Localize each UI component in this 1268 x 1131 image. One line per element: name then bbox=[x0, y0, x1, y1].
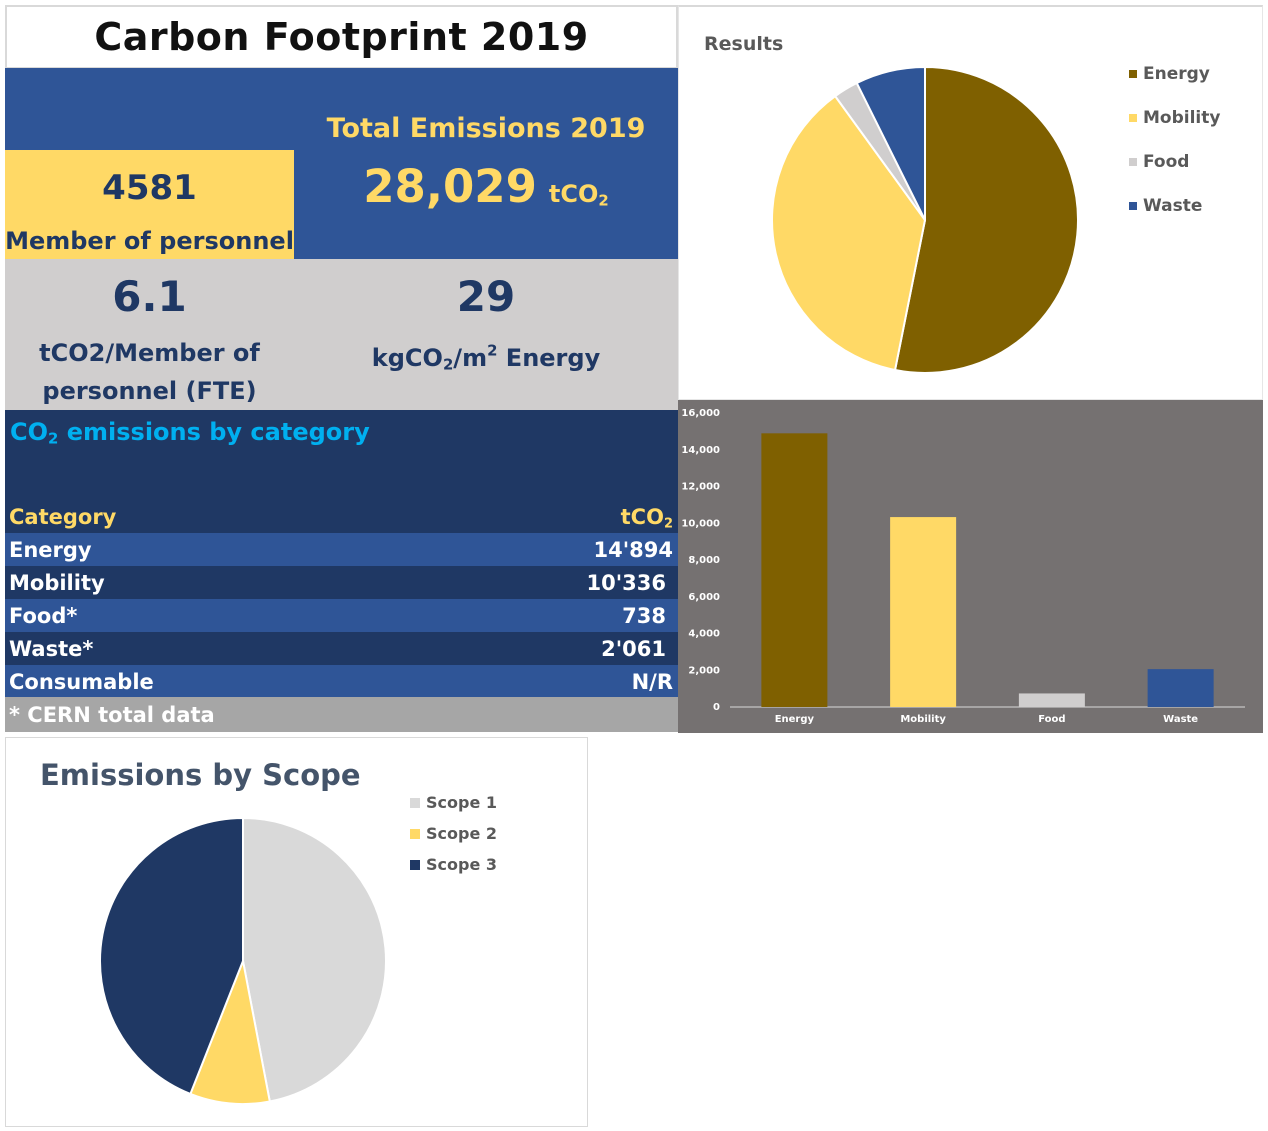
per-area-value: 29 bbox=[456, 272, 516, 321]
total-emissions-label: Total Emissions 2019 bbox=[326, 113, 646, 144]
legend-item-scope-2: Scope 2 bbox=[410, 818, 497, 849]
y-tick-label: 0 bbox=[713, 702, 720, 713]
bar-mobility bbox=[890, 517, 957, 707]
table-row: Consumable N/R bbox=[5, 665, 678, 698]
title-box: Carbon Footprint 2019 bbox=[5, 5, 678, 69]
personnel-value: 4581 bbox=[102, 168, 197, 208]
pie-slice-scope-2 bbox=[189, 957, 271, 1105]
legend-swatch bbox=[410, 797, 420, 808]
pie-slice-energy bbox=[893, 65, 1079, 374]
per-person-label: tCO2/Member of personnel (FTE) bbox=[39, 339, 260, 405]
pie-slice-scope-1 bbox=[242, 816, 387, 1103]
scope-chart-title: Emissions by Scope bbox=[40, 758, 361, 792]
x-tick-label: Energy bbox=[775, 714, 815, 725]
x-tick-label: Food bbox=[1038, 714, 1065, 725]
pie-slice-scope-3 bbox=[99, 816, 244, 1096]
y-tick-label: 12,000 bbox=[681, 482, 720, 493]
results-pie-chart bbox=[771, 65, 1079, 374]
table-header: Category tCO2 bbox=[5, 500, 678, 533]
legend-item-scope-1: Scope 1 bbox=[410, 787, 497, 818]
personnel-box bbox=[5, 150, 294, 259]
row-value: 2'061 bbox=[601, 636, 666, 661]
legend-swatch bbox=[1129, 202, 1137, 210]
row-category: Consumable bbox=[9, 669, 154, 694]
row-category: Food* bbox=[9, 603, 78, 628]
y-tick-label: 4,000 bbox=[688, 629, 720, 640]
table-row: Energy 14'894 bbox=[5, 533, 678, 566]
y-tick-label: 10,000 bbox=[681, 518, 720, 529]
legend-swatch bbox=[1129, 114, 1137, 122]
column-header-category: Category bbox=[9, 504, 117, 529]
legend-swatch bbox=[1129, 70, 1137, 78]
pie-slice-waste bbox=[855, 65, 926, 221]
legend-swatch bbox=[410, 828, 420, 839]
column-header-unit: tCO2 bbox=[620, 504, 673, 531]
bar-waste bbox=[1147, 669, 1214, 707]
x-tick-label: Waste bbox=[1163, 714, 1198, 725]
row-value: 10'336 bbox=[586, 570, 667, 595]
total-emissions-unit: tCO2 bbox=[548, 180, 609, 210]
total-emissions: 28,029 tCO2 bbox=[294, 160, 678, 213]
row-value: 14'894 bbox=[593, 537, 674, 562]
table-row: Food* 738 bbox=[5, 599, 678, 632]
legend-swatch bbox=[1129, 158, 1137, 166]
category-bar-chart: 0 2,000 4,000 6,000 8,000 10,000 12,000 14,000 1… bbox=[681, 408, 1245, 725]
legend-item-energy: Energy bbox=[1129, 52, 1220, 96]
scope-legend: Scope 1 Scope 2 Scope 3 bbox=[410, 787, 497, 880]
legend-item-waste: Waste bbox=[1129, 184, 1220, 228]
row-category: Waste* bbox=[9, 636, 94, 661]
per-person-value: 6.1 bbox=[112, 272, 187, 321]
y-tick-label: 14,000 bbox=[681, 445, 720, 456]
category-panel bbox=[5, 410, 678, 533]
y-tick-label: 2,000 bbox=[688, 665, 720, 676]
scope-pie-chart bbox=[99, 816, 387, 1105]
legend-item-food: Food bbox=[1129, 140, 1220, 184]
bar-energy bbox=[761, 433, 828, 707]
personnel-label: Member of personnel bbox=[5, 227, 294, 255]
pie-slice-mobility bbox=[771, 94, 927, 372]
kpi-band bbox=[5, 259, 678, 410]
footnote: * CERN total data bbox=[5, 697, 678, 732]
legend-swatch bbox=[410, 859, 420, 870]
row-category: Energy bbox=[9, 537, 92, 562]
table-row: Mobility 10'336 bbox=[5, 566, 678, 599]
per-area-label: kgCO2/m2 Energy bbox=[371, 341, 601, 374]
legend-item-mobility: Mobility bbox=[1129, 96, 1220, 140]
row-category: Mobility bbox=[9, 570, 105, 595]
y-tick-label: 6,000 bbox=[688, 592, 720, 603]
category-heading: CO2 emissions by category bbox=[10, 418, 370, 448]
bar-food bbox=[1018, 693, 1085, 707]
table-row: Waste* 2'061 bbox=[5, 632, 678, 665]
page-title: Carbon Footprint 2019 bbox=[94, 15, 589, 59]
row-value: N/R bbox=[631, 669, 673, 694]
total-emissions-value: 28,029 bbox=[363, 160, 537, 213]
legend-item-scope-3: Scope 3 bbox=[410, 849, 497, 880]
results-chart-title: Results bbox=[704, 33, 784, 55]
results-legend: Energy Mobility Food Waste bbox=[1129, 52, 1220, 228]
y-tick-label: 16,000 bbox=[681, 408, 720, 419]
y-tick-label: 8,000 bbox=[688, 555, 720, 566]
row-value: 738 bbox=[622, 603, 666, 628]
x-tick-label: Mobility bbox=[900, 714, 946, 725]
